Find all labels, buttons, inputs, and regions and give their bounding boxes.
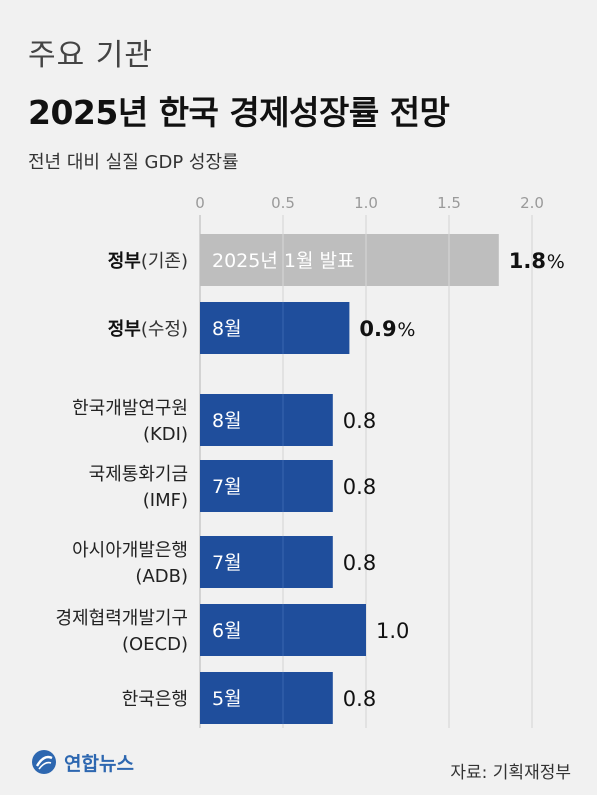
category-label: 경제협력개발기구: [56, 608, 188, 629]
category-label-line2: (IMF): [143, 490, 188, 511]
category-label: 아시아개발은행: [72, 540, 188, 561]
value-label: 0.8: [343, 475, 376, 499]
category-label: 한국은행: [122, 689, 188, 710]
value-label: 0.8: [343, 551, 376, 575]
category-label-main: 정부: [108, 251, 141, 272]
bar: [200, 302, 350, 354]
category-label: 국제통화기금: [89, 464, 188, 485]
bar: [200, 460, 333, 512]
x-tick-label: 0.5: [271, 194, 295, 212]
kicker-text: 주요 기관: [28, 38, 153, 73]
bar-inner-label: 6월: [212, 620, 242, 642]
value-label: 0.8: [343, 409, 376, 433]
category-label: 정부(수정): [108, 319, 188, 340]
x-tick-label: 0: [195, 194, 205, 212]
value-unit: %: [547, 251, 565, 273]
value-label: 0.9: [359, 317, 396, 341]
bar: [200, 394, 333, 446]
category-label-main: 정부: [108, 319, 141, 340]
category-label-line2: (KDI): [143, 424, 188, 445]
bar-inner-label: 5월: [212, 688, 242, 710]
bar-inner-label: 7월: [212, 552, 242, 574]
x-tick-label: 2.0: [520, 194, 544, 212]
yonhap-globe-icon: [32, 750, 56, 774]
value-unit: %: [397, 319, 415, 341]
category-label: 한국개발연구원: [72, 398, 188, 419]
category-label-sub: (기존): [141, 251, 188, 272]
value-label: 1.0: [376, 619, 409, 643]
category-label-sub: (수정): [141, 319, 188, 340]
source-note: 자료: 기획재정부: [450, 763, 571, 783]
category-label-line2: (OECD): [122, 634, 188, 655]
bar-inner-label: 2025년 1월 발표: [212, 250, 354, 272]
value-label: 1.8: [509, 249, 546, 273]
bar-inner-label: 8월: [212, 318, 242, 340]
chart-title: 2025년 한국 경제성장률 전망: [28, 93, 450, 132]
x-tick-label: 1.5: [437, 194, 461, 212]
bar-inner-label: 7월: [212, 476, 242, 498]
x-tick-label: 1.0: [354, 194, 378, 212]
category-label: 정부(기존): [108, 251, 188, 272]
bar-inner-label: 8월: [212, 410, 242, 432]
category-label-line2: (ADB): [135, 566, 188, 587]
chart-subtitle: 전년 대비 실질 GDP 성장률: [28, 152, 239, 173]
logo-text: 연합뉴스: [64, 752, 134, 775]
bar: [200, 672, 333, 724]
bar: [200, 536, 333, 588]
value-label: 0.8: [343, 687, 376, 711]
publisher-logo: 연합뉴스: [30, 748, 134, 776]
